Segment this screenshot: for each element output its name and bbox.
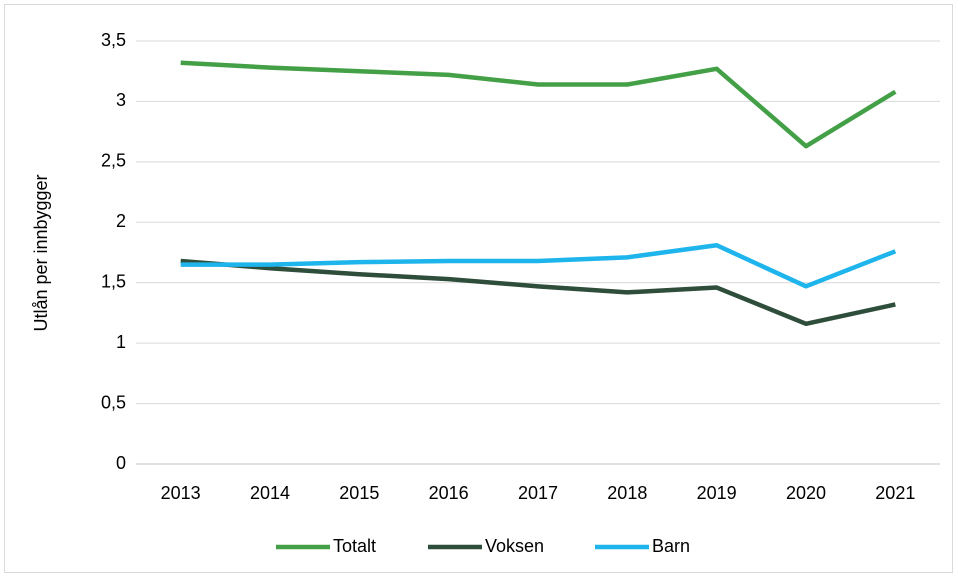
legend-label: Totalt <box>333 536 376 556</box>
x-tick-label: 2021 <box>875 483 915 503</box>
line-series <box>180 242 897 289</box>
y-tick-label: 3,5 <box>101 30 126 50</box>
x-tick-label: 2014 <box>250 483 290 503</box>
x-tick-label: 2013 <box>161 483 201 503</box>
line-series <box>180 258 896 327</box>
x-tick-label: 2015 <box>339 483 379 503</box>
y-tick-label: 0 <box>116 453 126 473</box>
y-tick-label: 0,5 <box>101 392 126 412</box>
y-axis-label: Utlån per innbygger <box>31 174 51 331</box>
y-tick-label: 2 <box>116 211 126 231</box>
x-tick-label: 2017 <box>518 483 558 503</box>
x-tick-label: 2020 <box>786 483 826 503</box>
legend-label: Voksen <box>485 536 544 556</box>
line-series <box>180 60 897 149</box>
y-tick-label: 3 <box>116 90 126 110</box>
x-tick-label: 2016 <box>429 483 469 503</box>
legend-label: Barn <box>652 536 690 556</box>
y-tick-label: 1,5 <box>101 271 126 291</box>
x-tick-label: 2019 <box>697 483 737 503</box>
y-tick-label: 1 <box>116 332 126 352</box>
x-tick-label: 2018 <box>607 483 647 503</box>
y-tick-label: 2,5 <box>101 151 126 171</box>
chart-border <box>4 4 953 573</box>
